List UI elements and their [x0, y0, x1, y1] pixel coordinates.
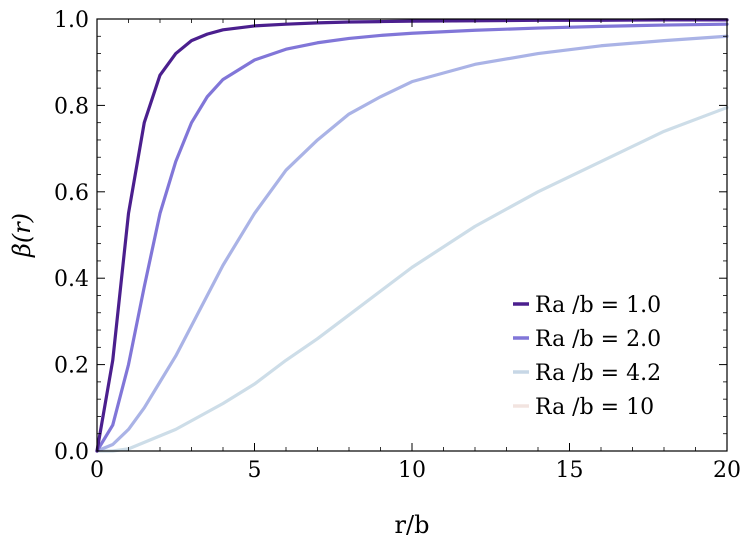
y-tick-label: 1.0: [54, 8, 89, 33]
legend-item-ra-b-10: Ra /b = 10: [513, 395, 654, 420]
legend-label: Ra /b = 4.2: [535, 361, 661, 386]
y-tick-label: 0.0: [54, 440, 89, 465]
series-line-series-0: [95, 105, 729, 453]
legend-label: Ra /b = 2.0: [535, 327, 661, 352]
y-tick-label: 0.6: [54, 181, 89, 206]
series-line-ra-b-4-2: [95, 34, 729, 453]
x-tick-label: 10: [398, 458, 426, 483]
legend-label: Ra /b = 1.0: [535, 293, 661, 318]
x-tick-label: 20: [713, 458, 741, 483]
series-line-ra-b-2-0: [95, 22, 729, 453]
legend: Ra /b = 1.0 Ra /b = 2.0 Ra /b = 4.2 Ra /b =…: [513, 293, 661, 420]
y-tick-label: 0.4: [54, 267, 89, 292]
x-tick-label: 5: [248, 458, 262, 483]
series-line-ra-b-1-0: [95, 18, 729, 453]
x-tick-label: 0: [90, 458, 104, 483]
legend-item-ra-b-2-0: Ra /b = 2.0: [513, 327, 661, 352]
y-axis: 0.0 0.2 0.4 0.6 0.8 1.0: [54, 8, 727, 465]
series-lines: [95, 18, 729, 453]
plot-frame: [96, 18, 728, 452]
x-axis-title: r/b: [395, 511, 430, 539]
legend-item-ra-b-1-0: Ra /b = 1.0: [513, 293, 661, 318]
legend-item-ra-b-4-2: Ra /b = 4.2: [513, 361, 661, 386]
y-tick-label: 0.2: [54, 354, 89, 379]
x-tick-label: 15: [556, 458, 584, 483]
y-tick-label: 0.8: [54, 94, 89, 119]
y-axis-title: β(r): [8, 213, 36, 258]
x-axis: 0 5 10 15 20: [90, 19, 741, 483]
legend-label: Ra /b = 10: [535, 395, 654, 420]
